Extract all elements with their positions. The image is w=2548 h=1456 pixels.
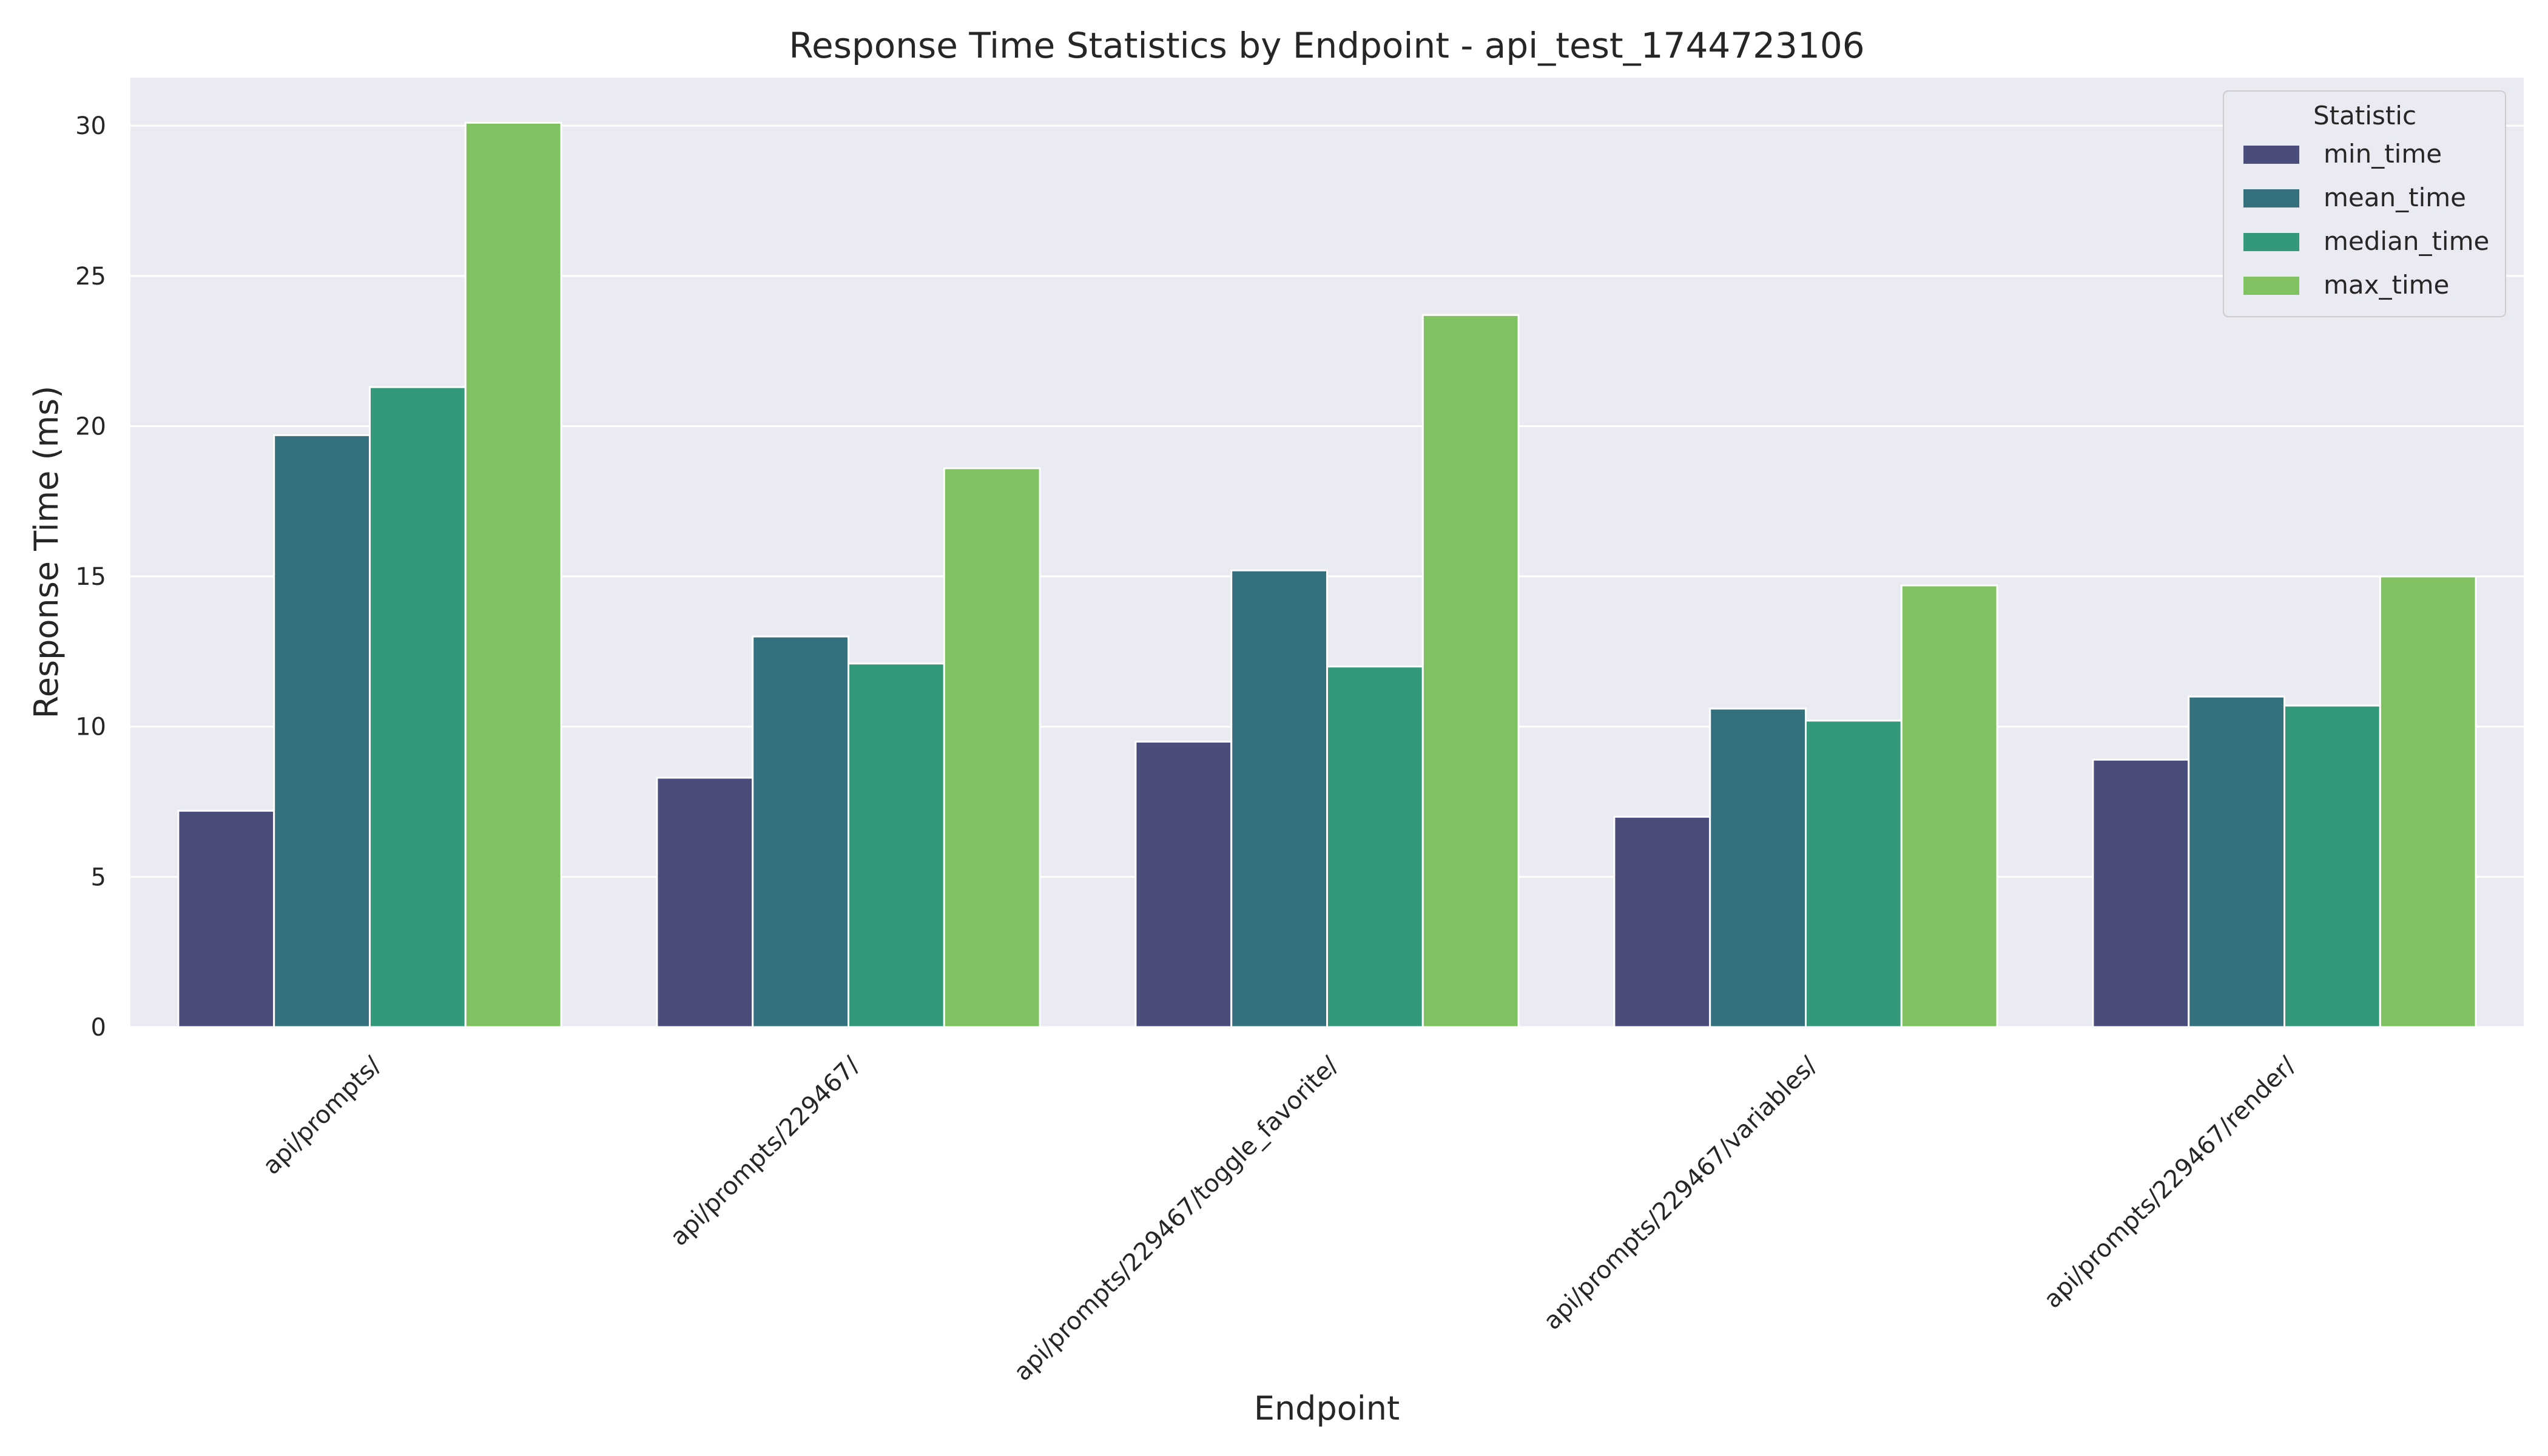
bar-max_time (464, 121, 562, 1028)
y-tick-label: 15 (75, 563, 106, 591)
bar-min_time (656, 777, 754, 1028)
bar-median_time (2283, 704, 2381, 1028)
bar-min_time (177, 809, 275, 1028)
bar-median_time (369, 386, 467, 1028)
bars (177, 121, 2477, 1028)
bar-mean_time (1709, 707, 1807, 1028)
bar-mean_time (752, 635, 849, 1028)
bar-mean_time (273, 434, 371, 1028)
y-tick-label: 25 (75, 263, 106, 291)
legend-swatch-min_time (2243, 146, 2299, 164)
legend-title: Statistic (2313, 101, 2416, 130)
x-tick-labels: api/prompts/api/prompts/229467/api/promp… (258, 1051, 2302, 1387)
x-tick-label: api/prompts/ (258, 1051, 387, 1181)
y-tick-label: 20 (75, 413, 106, 440)
bar-mean_time (2188, 695, 2285, 1028)
x-tick-label: api/prompts/229467/variables/ (1539, 1051, 1823, 1336)
y-tick-labels: 0 5 10 15 20 25 30 (75, 112, 106, 1042)
legend-label-max_time: max_time (2324, 270, 2449, 300)
x-tick-label: api/prompts/229467/toggle_favorite/ (1009, 1051, 1344, 1387)
legend-swatch-median_time (2243, 233, 2299, 251)
x-tick-label: api/prompts/229467/ (665, 1051, 865, 1252)
bar-max_time (2379, 575, 2477, 1028)
legend-label-median_time: median_time (2324, 226, 2489, 256)
bar-max_time (1421, 314, 1520, 1028)
y-tick-label: 30 (75, 112, 106, 140)
bar-median_time (1326, 666, 1424, 1028)
bar-max_time (943, 467, 1041, 1028)
y-tick-label: 10 (75, 713, 106, 741)
chart-title: Response Time Statistics by Endpoint - a… (789, 25, 1864, 66)
bar-min_time (2092, 758, 2190, 1028)
bar-min_time (1613, 815, 1711, 1028)
y-tick-label: 0 (91, 1014, 106, 1042)
y-tick-label: 5 (91, 863, 106, 891)
bar-max_time (1900, 584, 1998, 1028)
legend-label-min_time: min_time (2324, 139, 2442, 169)
bar-mean_time (1230, 569, 1328, 1028)
x-tick-label: api/prompts/229467/render/ (2038, 1051, 2301, 1314)
legend: Statistic min_time mean_time median_timema… (2223, 90, 2506, 317)
bar-median_time (848, 662, 945, 1028)
y-axis-label: Response Time (ms) (27, 386, 66, 719)
bar-min_time (1134, 741, 1233, 1028)
legend-label-mean_time: mean_time (2324, 183, 2466, 212)
x-axis-label: Endpoint (1254, 1389, 1400, 1427)
legend-swatch-mean_time (2243, 189, 2299, 207)
bar-median_time (1805, 720, 1903, 1028)
legend-swatch-max_time (2243, 277, 2299, 295)
